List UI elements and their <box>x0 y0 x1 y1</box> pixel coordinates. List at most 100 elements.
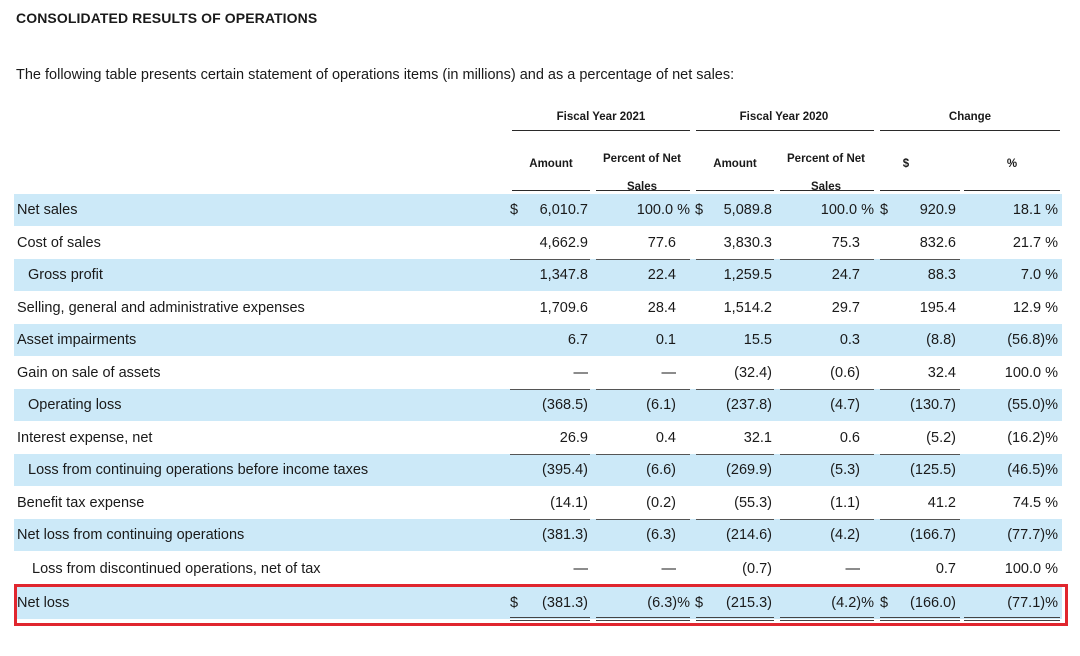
header-rule-change <box>880 130 1060 131</box>
row-label: Loss from continuing operations before i… <box>28 462 369 478</box>
underline-gain-2021 <box>510 389 590 390</box>
subheader-rule-change-percent <box>964 190 1060 191</box>
percent-2021: — <box>661 561 677 577</box>
underline-cost-of-sales-pct-2020 <box>780 259 874 260</box>
currency-change: $ <box>880 202 889 218</box>
underline-gain-pct-2021 <box>596 389 690 390</box>
underline-benefit-change <box>880 519 960 520</box>
underline-gain-change <box>880 389 960 390</box>
header-fy2020: Fiscal Year 2020 <box>739 111 829 123</box>
underline-benefit-2021 <box>510 519 590 520</box>
row-label: Asset impairments <box>17 332 137 348</box>
subheader-rule-amount-2020 <box>696 190 774 191</box>
change-percent: 21.7 % <box>1012 235 1058 251</box>
underline-benefit-pct-2020 <box>780 519 874 520</box>
amount-2021: 26.9 <box>559 430 588 446</box>
subheader-percent-2020-line1: Percent of Net <box>787 153 865 165</box>
amount-2020: 32.1 <box>743 430 772 446</box>
double-underline-net-loss-2020 <box>696 617 774 621</box>
header-rule-fy2021 <box>512 130 690 131</box>
table-row-sga: Selling, general and administrative expe… <box>14 292 1062 324</box>
amount-2021: (381.3) <box>542 527 588 543</box>
percent-2021: 28.4 <box>647 300 676 316</box>
underline-benefit-pct-2021 <box>596 519 690 520</box>
change-percent: (16.2)% <box>1007 430 1058 446</box>
intro-text: The following table presents certain sta… <box>16 67 735 83</box>
subheader-change-dollar: $ <box>902 158 910 170</box>
net-loss-highlight-box <box>14 584 1068 626</box>
amount-2020: 5,089.8 <box>723 202 772 218</box>
table-row-gain-on-sale: Gain on sale of assets — — (32.4) (0.6) … <box>14 357 1062 389</box>
percent-2021: (6.3)% <box>647 595 690 611</box>
percent-2021: — <box>661 365 677 381</box>
percent-2020: 0.3 <box>839 332 860 348</box>
change-percent: (77.1)% <box>1007 595 1058 611</box>
amount-2020: (237.8) <box>726 397 772 413</box>
subheader-rule-amount-2021 <box>512 190 590 191</box>
table-row-net-loss-continuing: Net loss from continuing operations (381… <box>14 519 1062 551</box>
header-change: Change <box>948 111 992 123</box>
percent-2020: 100.0 % <box>820 202 874 218</box>
change-dollar: 832.6 <box>919 235 956 251</box>
table-row-loss-before-taxes: Loss from continuing operations before i… <box>14 454 1062 486</box>
percent-2020: (0.6) <box>830 365 860 381</box>
row-label: Gain on sale of assets <box>17 365 161 381</box>
percent-2020: 24.7 <box>831 267 860 283</box>
underline-interest-pct-2020 <box>780 454 874 455</box>
percent-2021: 77.6 <box>647 235 676 251</box>
amount-2021: 4,662.9 <box>539 235 588 251</box>
percent-2020: (5.3) <box>830 462 860 478</box>
change-percent: 12.9 % <box>1012 300 1058 316</box>
subheader-percent-2021-line1: Percent of Net <box>603 153 681 165</box>
percent-2020: (4.2) <box>830 527 860 543</box>
subheader-rule-percent-2020 <box>780 190 874 191</box>
change-percent: 18.1 % <box>1012 202 1058 218</box>
row-label: Operating loss <box>28 397 122 413</box>
row-label: Interest expense, net <box>17 430 153 446</box>
table-row-loss-discontinued: Loss from discontinued operations, net o… <box>14 553 1062 585</box>
currency-2021: $ <box>510 202 519 218</box>
amount-2020: (214.6) <box>726 527 772 543</box>
percent-2021: 22.4 <box>647 267 676 283</box>
amount-2021: (381.3) <box>542 595 588 611</box>
row-label: Gross profit <box>28 267 103 283</box>
change-dollar: (166.7) <box>910 527 956 543</box>
page-title: CONSOLIDATED RESULTS OF OPERATIONS <box>16 10 318 26</box>
subheader-percent-2020: Percent of Net Sales <box>778 145 874 201</box>
change-dollar: (125.5) <box>910 462 956 478</box>
underline-gain-pct-2020 <box>780 389 874 390</box>
header-rule-fy2020 <box>696 130 874 131</box>
change-percent: (56.8)% <box>1007 332 1058 348</box>
double-underline-net-loss-2021 <box>510 617 590 621</box>
change-dollar: (130.7) <box>910 397 956 413</box>
subheader-percent-2021-line2: Sales <box>626 181 658 193</box>
underline-cost-of-sales-2020 <box>696 259 774 260</box>
percent-2021: (6.3) <box>646 527 676 543</box>
row-label: Benefit tax expense <box>17 495 145 511</box>
percent-2021: 0.4 <box>655 430 676 446</box>
percent-2020: (1.1) <box>830 495 860 511</box>
underline-interest-2021 <box>510 454 590 455</box>
table-row-benefit-tax: Benefit tax expense (14.1) (0.2) (55.3) … <box>14 487 1062 519</box>
subheader-percent-2020-line2: Sales <box>810 181 842 193</box>
change-dollar: 32.4 <box>927 365 956 381</box>
currency-2021: $ <box>510 595 519 611</box>
row-label: Cost of sales <box>17 235 101 251</box>
table-row-cost-of-sales: Cost of sales 4,662.9 77.6 3,830.3 75.3 … <box>14 227 1062 259</box>
table-row-net-loss: Net loss $ (381.3) (6.3)% $ (215.3) (4.2… <box>14 587 1062 619</box>
row-label: Selling, general and administrative expe… <box>17 300 305 316</box>
double-underline-net-loss-pct-2020 <box>780 617 874 621</box>
subheader-percent-2021: Percent of Net Sales <box>594 145 690 201</box>
change-percent: (55.0)% <box>1007 397 1058 413</box>
currency-2020: $ <box>695 595 704 611</box>
amount-2020: 1,259.5 <box>723 267 772 283</box>
percent-2020: (4.2)% <box>831 595 874 611</box>
percent-2020: 29.7 <box>831 300 860 316</box>
amount-2021: 1,347.8 <box>539 267 588 283</box>
row-label: Loss from discontinued operations, net o… <box>32 561 321 577</box>
currency-2020: $ <box>695 202 704 218</box>
subheader-amount-2021: Amount <box>529 158 573 170</box>
underline-gain-2020 <box>696 389 774 390</box>
double-underline-net-loss-change-pct <box>964 617 1060 621</box>
underline-benefit-2020 <box>696 519 774 520</box>
